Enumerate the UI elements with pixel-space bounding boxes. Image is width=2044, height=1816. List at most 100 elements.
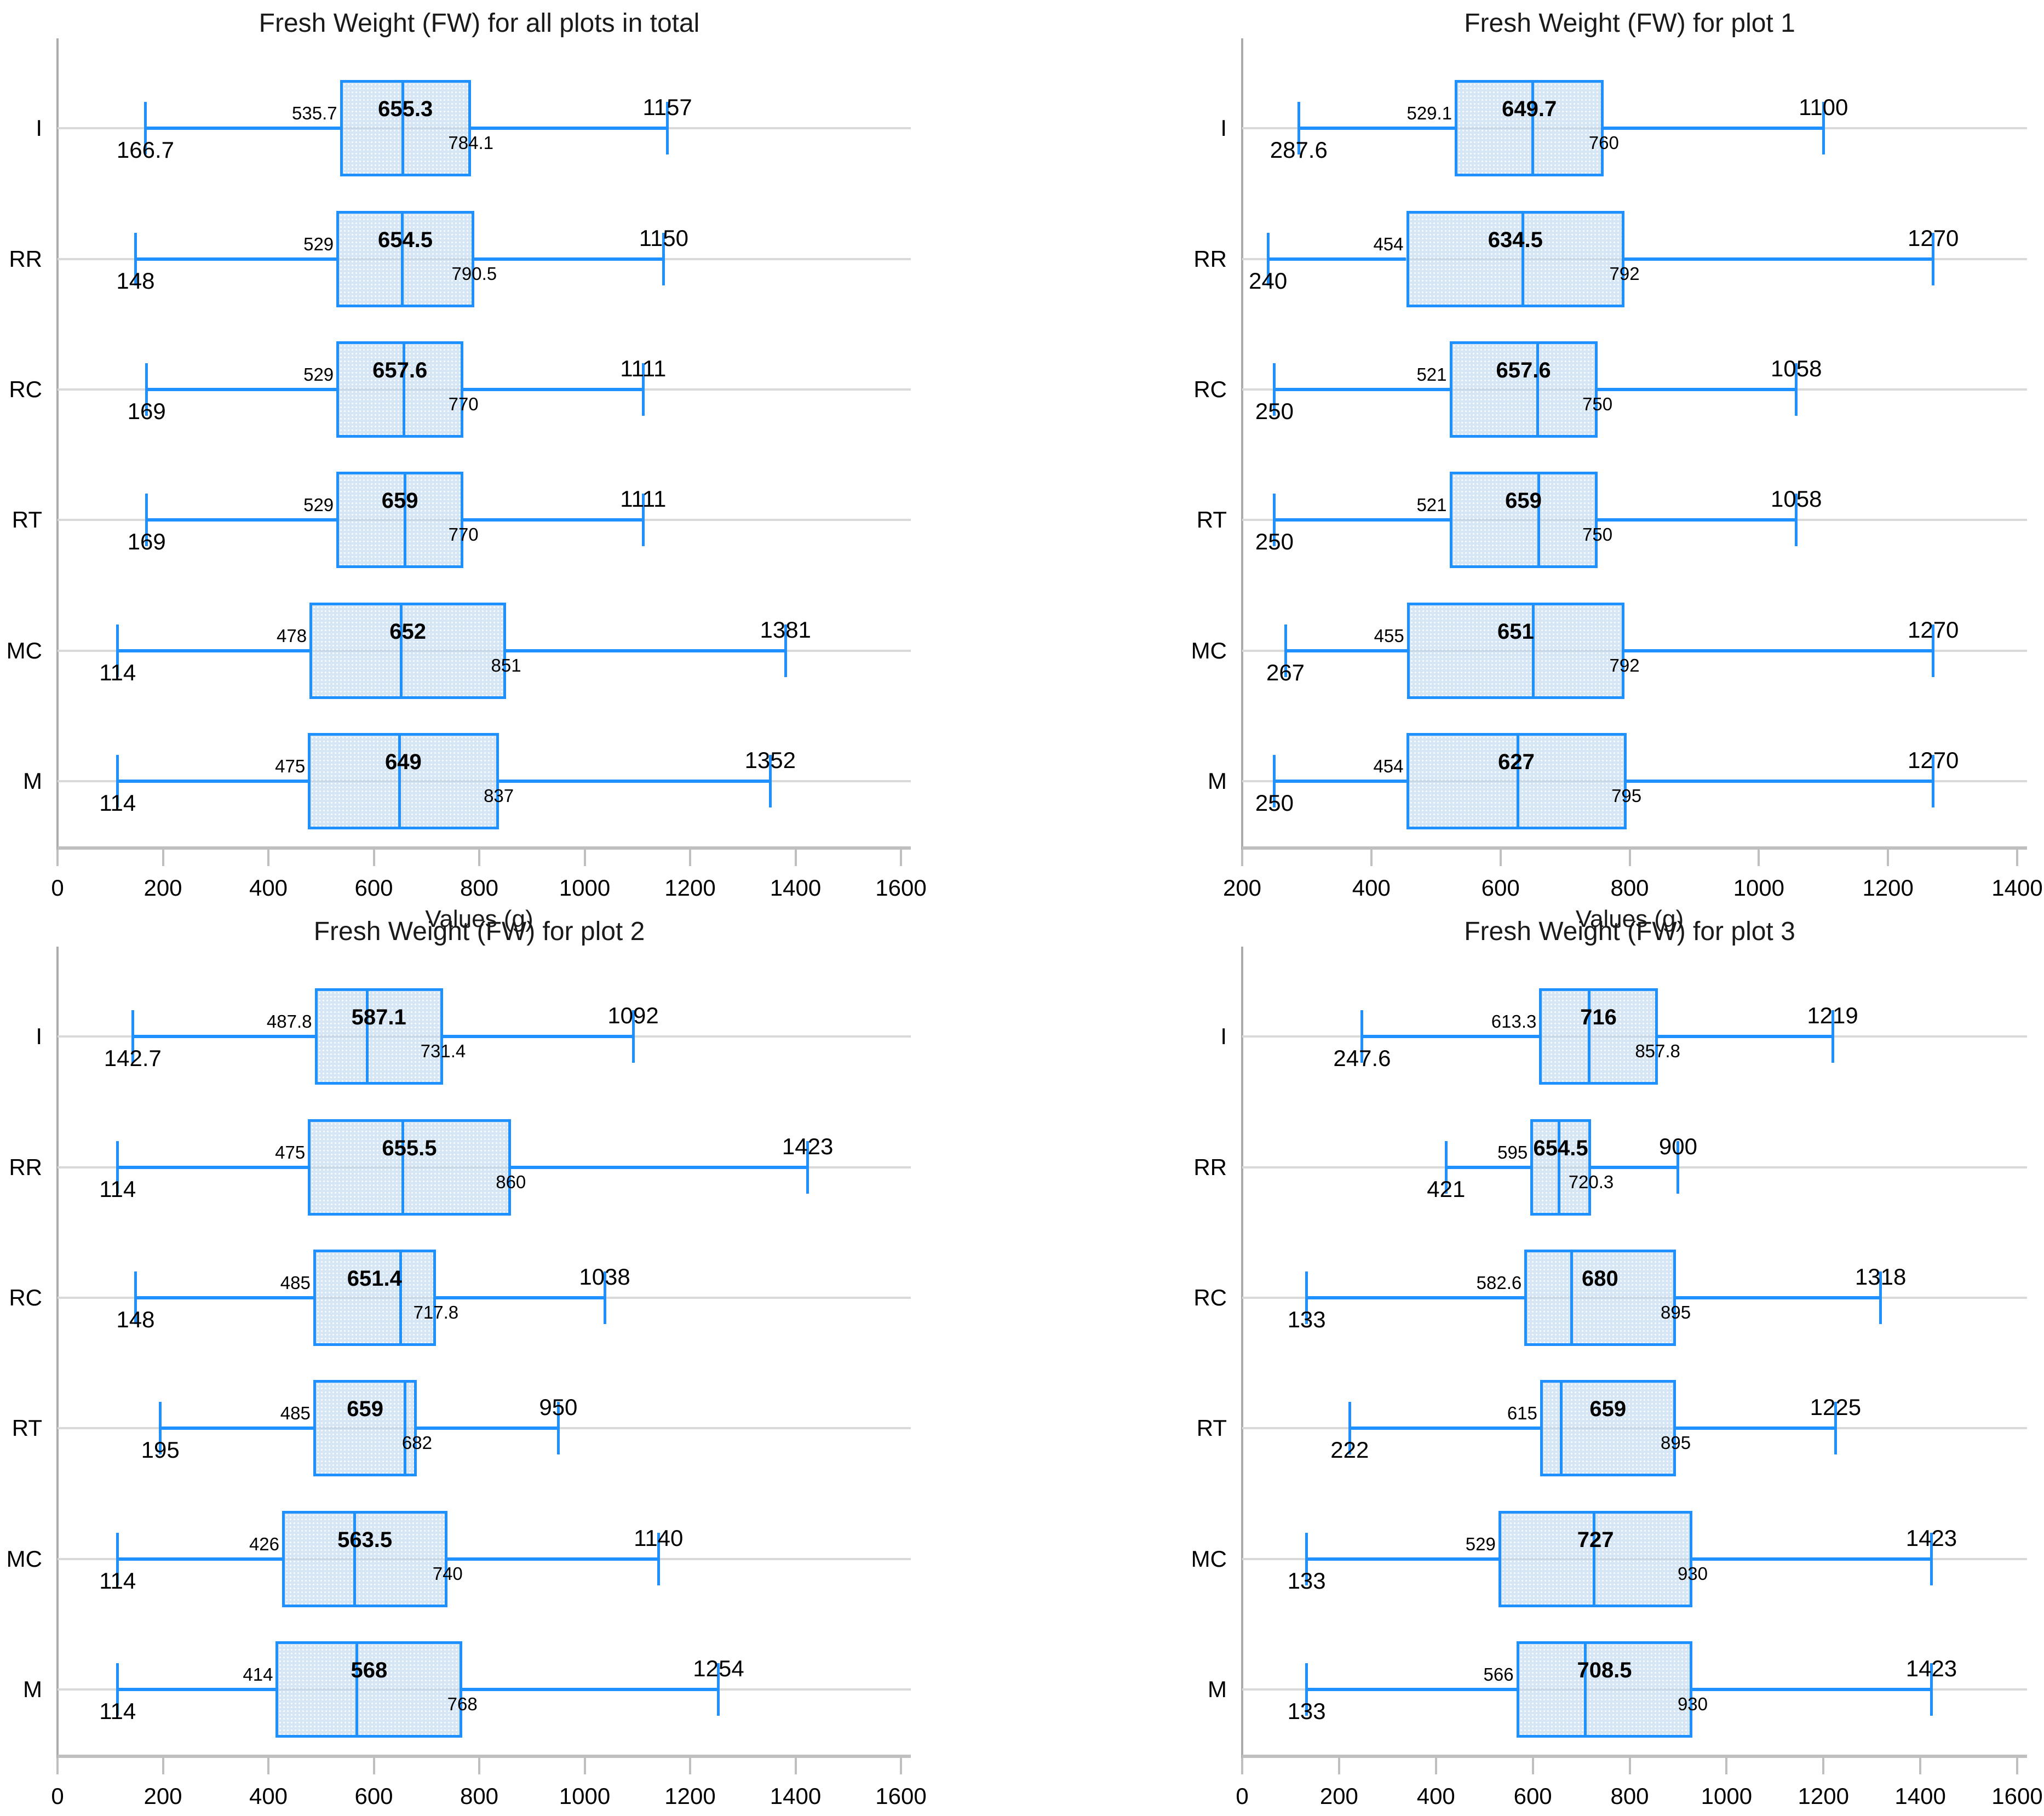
chart-title: Fresh Weight (FW) for plot 3 <box>1464 917 1795 946</box>
category-label: RC <box>1193 376 1227 402</box>
max-label: 1270 <box>1907 225 1959 251</box>
whisker-line-upper <box>498 779 771 783</box>
min-label: 222 <box>1330 1437 1369 1463</box>
box <box>275 1641 463 1738</box>
q1-label: 475 <box>275 755 306 776</box>
x-axis-tick-label: 600 <box>354 1783 393 1809</box>
whisker-cap-max <box>1930 1532 1933 1585</box>
x-axis-tick-label: 0 <box>51 1783 64 1809</box>
x-axis-tick-label: 0 <box>51 875 64 901</box>
x-axis-tick-label: 800 <box>1610 1783 1649 1809</box>
box <box>308 1119 511 1216</box>
x-axis-line <box>1242 846 2027 850</box>
box <box>336 341 464 438</box>
whisker-line-upper <box>447 1557 659 1561</box>
median-line <box>1587 988 1591 1085</box>
median-line <box>1560 1380 1563 1477</box>
whisker-cap-min <box>1305 1532 1308 1585</box>
whisker-line-lower <box>1350 1427 1540 1430</box>
min-label: 240 <box>1249 267 1288 294</box>
whisker-line-upper <box>417 1427 559 1430</box>
whisker-line-upper <box>1675 1427 1836 1430</box>
whisker-line-upper <box>1624 257 1933 261</box>
category-label: RR <box>1193 1154 1227 1180</box>
whisker-line-upper <box>1626 779 1933 783</box>
x-axis-tick <box>1337 1758 1340 1774</box>
median-label: 587.1 <box>351 1005 406 1030</box>
q1-label: 454 <box>1373 755 1404 776</box>
x-axis-tick <box>1434 1758 1437 1774</box>
box <box>1524 1249 1676 1346</box>
q3-label: 731.4 <box>420 1041 466 1062</box>
x-axis-tick <box>267 1758 269 1774</box>
max-label: 1225 <box>1810 1394 1862 1420</box>
x-axis-tick-label: 600 <box>1513 1783 1552 1809</box>
x-axis-tick-label: 600 <box>354 875 393 901</box>
whisker-cap-max <box>784 624 787 677</box>
max-label: 1111 <box>620 486 667 512</box>
whisker-line-lower <box>117 1557 283 1561</box>
max-label: 1381 <box>760 616 811 643</box>
whisker-cap-max <box>1932 232 1935 285</box>
x-axis-tick-label: 800 <box>460 875 499 901</box>
min-label: 250 <box>1255 398 1294 424</box>
median-label: 651.4 <box>347 1266 402 1291</box>
x-axis-tick <box>1499 850 1502 866</box>
q3-label: 795 <box>1611 785 1642 806</box>
q3-label: 768 <box>447 1693 478 1714</box>
x-axis-title: Values (g) <box>425 1814 533 1816</box>
x-axis-tick <box>2016 1758 2018 1774</box>
q1-label: 521 <box>1416 364 1447 385</box>
max-label: 900 <box>1658 1133 1697 1159</box>
min-label: 114 <box>99 659 136 685</box>
min-label: 169 <box>127 529 166 555</box>
whisker-line-lower <box>133 1035 315 1039</box>
x-axis-tick <box>372 1758 375 1774</box>
whisker-cap-max <box>1676 1141 1680 1194</box>
whisker-line-upper <box>463 518 644 522</box>
box <box>1406 602 1625 699</box>
q1-label: 487.8 <box>266 1011 312 1032</box>
whisker-cap-min <box>116 624 119 677</box>
min-label: 169 <box>127 398 166 424</box>
whisker-cap-max <box>1879 1271 1882 1324</box>
category-label: RR <box>1193 245 1227 272</box>
min-label: 421 <box>1427 1176 1466 1202</box>
median-line <box>1584 1641 1587 1738</box>
whisker-cap-min <box>116 754 119 807</box>
y-axis-line <box>56 38 59 850</box>
whisker-cap-min <box>1297 102 1300 155</box>
x-axis-tick-label: 1200 <box>1798 1783 1849 1809</box>
whisker-line-lower <box>160 1427 313 1430</box>
chart-title: Fresh Weight (FW) for all plots in total <box>259 9 700 38</box>
q1-label: 582.6 <box>1476 1272 1522 1293</box>
median-label: 657.6 <box>1496 358 1551 382</box>
whisker-line-lower <box>1306 1296 1525 1299</box>
min-label: 148 <box>116 267 155 294</box>
max-label: 1100 <box>1799 94 1848 121</box>
whisker-cap-max <box>1930 1663 1933 1716</box>
q3-label: 740 <box>432 1563 463 1584</box>
median-line <box>355 1641 359 1738</box>
whisker-cap-min <box>143 102 147 155</box>
median-label: 652 <box>389 619 426 644</box>
whisker-cap-max <box>662 232 665 285</box>
whisker-line-lower <box>1306 1687 1517 1691</box>
max-label: 950 <box>539 1394 578 1420</box>
x-axis-line <box>1242 1755 2027 1758</box>
x-axis-tick-label: 1400 <box>1894 1783 1946 1809</box>
x-axis-tick-label: 200 <box>1222 875 1262 901</box>
max-label: 1423 <box>782 1133 834 1159</box>
category-label: I <box>1220 115 1227 141</box>
x-axis-tick-label: 1200 <box>664 875 716 901</box>
y-axis-line <box>56 947 59 1758</box>
whisker-cap-min <box>1266 232 1270 285</box>
median-line <box>1521 210 1524 307</box>
max-label: 1150 <box>639 225 689 251</box>
median-line <box>403 341 406 438</box>
x-axis-tick <box>1241 850 1243 866</box>
whisker-line-lower <box>146 387 337 391</box>
q3-label: 717.8 <box>413 1302 459 1322</box>
whisker-line-upper <box>462 1687 719 1691</box>
category-label: M <box>1208 767 1227 794</box>
